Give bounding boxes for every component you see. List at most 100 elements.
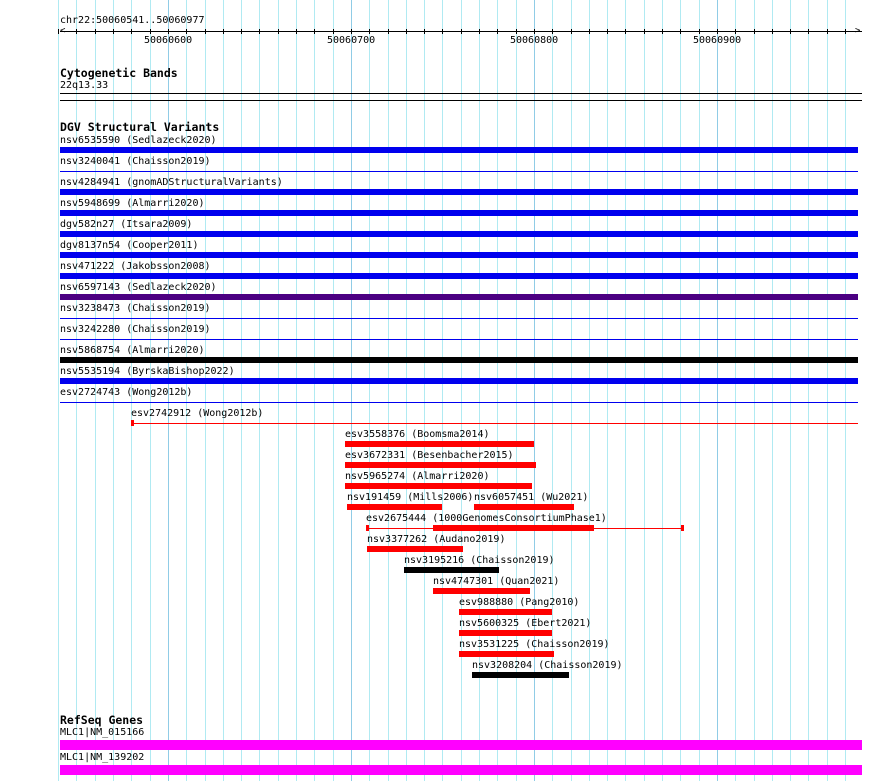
grid-line: [424, 0, 425, 781]
variant-feature[interactable]: [367, 546, 463, 552]
ruler-tick: [333, 29, 334, 34]
variant-start-marker: [131, 420, 134, 426]
grid-line: [534, 0, 535, 781]
variant-feature[interactable]: [60, 378, 858, 384]
ruler-tick: [699, 29, 700, 34]
grid-line: [442, 0, 443, 781]
ruler-tick: [76, 29, 77, 34]
ruler-tick: [754, 29, 755, 34]
variant-feature[interactable]: [60, 189, 858, 195]
ruler-tick: [442, 29, 443, 34]
grid-line: [589, 0, 590, 781]
variant-feature[interactable]: [60, 210, 858, 216]
grid-line: [717, 0, 718, 781]
variant-feature[interactable]: [345, 462, 536, 468]
feature-label[interactable]: nsv5965274 (Almarri2020): [345, 471, 490, 482]
feature-label[interactable]: nsv5948699 (Almarri2020): [60, 198, 205, 209]
feature-label[interactable]: nsv3208204 (Chaisson2019): [472, 660, 623, 671]
ruler-tick: [827, 29, 828, 34]
variant-feature[interactable]: [459, 609, 552, 615]
grid-line: [241, 0, 242, 781]
gene-feature[interactable]: [60, 765, 862, 775]
variant-feature[interactable]: [459, 630, 552, 636]
feature-label[interactable]: dgv8137n54 (Cooper2011): [60, 240, 199, 251]
ruler-tick: [131, 29, 132, 34]
feature-label[interactable]: nsv191459 (Mills2006): [347, 492, 474, 503]
grid-line: [680, 0, 681, 781]
feature-label[interactable]: esv988880 (Pang2010): [459, 597, 580, 608]
feature-label[interactable]: nsv3531225 (Chaisson2019): [459, 639, 610, 650]
grid-line: [205, 0, 206, 781]
feature-label[interactable]: nsv5600325 (Ebert2021): [459, 618, 592, 629]
variant-feature-core[interactable]: [433, 525, 594, 531]
feature-label[interactable]: esv3672331 (Besenbacher2015): [345, 450, 514, 461]
track-divider: [60, 100, 862, 101]
grid-line: [95, 0, 96, 781]
variant-feature[interactable]: [60, 402, 858, 403]
variant-feature[interactable]: [404, 567, 499, 573]
ruler-tick: [625, 29, 626, 34]
feature-label[interactable]: nsv5868754 (Almarri2020): [60, 345, 205, 356]
feature-label[interactable]: nsv6057451 (Wu2021): [474, 492, 589, 503]
feature-label[interactable]: esv2724743 (Wong2012b): [60, 387, 193, 398]
feature-label[interactable]: nsv4747301 (Quan2021): [433, 576, 560, 587]
ruler-label: 50060700: [327, 35, 376, 46]
cytoband-label[interactable]: 22q13.33: [60, 80, 109, 91]
gene-label[interactable]: MLC1|NM_015166: [60, 727, 145, 738]
feature-label[interactable]: nsv471222 (Jakobsson2008): [60, 261, 211, 272]
grid-line: [479, 0, 480, 781]
ruler-tick: [461, 29, 462, 34]
feature-label[interactable]: nsv6597143 (Sedlazeck2020): [60, 282, 217, 293]
feature-label[interactable]: nsv3242280 (Chaisson2019): [60, 324, 211, 335]
grid-line: [168, 0, 169, 781]
feature-label[interactable]: nsv5535194 (ByrskaBishop2022): [60, 366, 235, 377]
feature-label[interactable]: nsv3240041 (Chaisson2019): [60, 156, 211, 167]
ruler-tick: [772, 29, 773, 34]
variant-feature[interactable]: [60, 252, 858, 258]
variant-feature[interactable]: [472, 672, 569, 678]
grid-line: [333, 0, 334, 781]
variant-feature[interactable]: [474, 504, 574, 510]
ruler-tick: [424, 29, 425, 34]
feature-label[interactable]: nsv4284941 (gnomADStructuralVariants): [60, 177, 283, 188]
ruler-tick: [845, 29, 846, 34]
variant-feature[interactable]: [459, 651, 554, 657]
ruler-label: 50060800: [510, 35, 559, 46]
variant-feature[interactable]: [433, 588, 530, 594]
ruler-tick: [369, 29, 370, 34]
grid-line: [461, 0, 462, 781]
feature-label[interactable]: dgv582n27 (Itsara2009): [60, 219, 193, 230]
feature-label[interactable]: esv2675444 (1000GenomesConsortiumPhase1): [366, 513, 607, 524]
feature-label[interactable]: nsv6535590 (Sedlazeck2020): [60, 135, 217, 146]
variant-feature[interactable]: [60, 294, 858, 300]
variant-feature[interactable]: [60, 318, 858, 319]
variant-feature[interactable]: [345, 483, 532, 489]
variant-feature[interactable]: [347, 504, 442, 510]
variant-feature[interactable]: [60, 339, 858, 340]
grid-line: [827, 0, 828, 781]
feature-label[interactable]: esv2742912 (Wong2012b): [131, 408, 264, 419]
variant-feature[interactable]: [60, 171, 858, 172]
feature-label[interactable]: nsv3238473 (Chaisson2019): [60, 303, 211, 314]
ruler-label: 50060600: [144, 35, 193, 46]
feature-label[interactable]: nsv3377262 (Audano2019): [367, 534, 506, 545]
variant-feature[interactable]: [131, 423, 858, 424]
grid-line: [699, 0, 700, 781]
grid-line: [223, 0, 224, 781]
cytoband-feature[interactable]: [60, 93, 862, 94]
variant-feature[interactable]: [60, 273, 858, 279]
variant-feature[interactable]: [60, 357, 858, 363]
feature-label[interactable]: nsv3195216 (Chaisson2019): [404, 555, 555, 566]
variant-feature[interactable]: [345, 441, 534, 447]
feature-label[interactable]: esv3558376 (Boomsma2014): [345, 429, 490, 440]
gene-feature[interactable]: [60, 740, 862, 750]
grid-line: [625, 0, 626, 781]
gene-label[interactable]: MLC1|NM_139202: [60, 752, 145, 763]
variant-feature[interactable]: [60, 147, 858, 153]
grid-line: [754, 0, 755, 781]
ruler-tick: [168, 29, 169, 34]
variant-feature[interactable]: [60, 231, 858, 237]
ruler-label: 50060900: [693, 35, 742, 46]
grid-line: [808, 0, 809, 781]
grid-line: [58, 0, 59, 781]
